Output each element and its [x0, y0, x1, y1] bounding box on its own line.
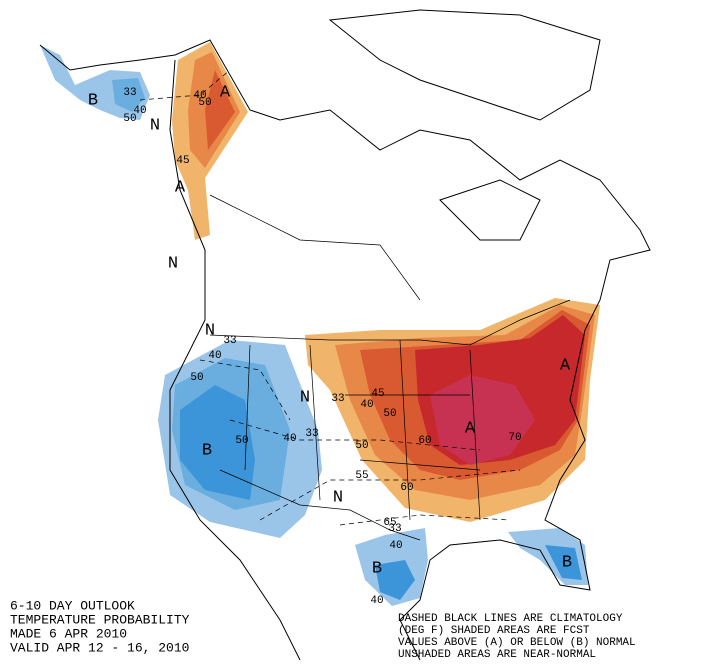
- legend-line: MADE 6 APR 2010: [10, 626, 127, 641]
- climatology: [139, 69, 521, 526]
- category-label: A: [175, 178, 186, 197]
- category-label: A: [220, 83, 231, 102]
- geography: [39, 9, 651, 661]
- category-label: A: [465, 419, 476, 438]
- category-label: N: [150, 116, 160, 135]
- category-label: B: [562, 553, 572, 572]
- contour-label: 50: [123, 113, 136, 125]
- below-area: [545, 545, 582, 580]
- border: [209, 299, 571, 346]
- contour-label: 33: [123, 87, 136, 99]
- contour-label: 40: [133, 105, 146, 117]
- legend-line: VALID APR 12 - 16, 2010: [10, 640, 189, 655]
- shaded-areas: [40, 42, 600, 606]
- category-label: N: [300, 388, 310, 407]
- contour-label: 40: [370, 595, 383, 607]
- below-area: [112, 78, 145, 112]
- contour-label: 50: [198, 97, 211, 109]
- contour-label: 45: [176, 155, 189, 167]
- category-label: B: [88, 91, 98, 110]
- coastline: [439, 179, 541, 241]
- note-line: UNSHADED AREAS ARE NEAR-NORMAL: [398, 649, 596, 661]
- contour-label: 40: [360, 399, 373, 411]
- below-area: [180, 385, 255, 500]
- contour-label: 33: [305, 428, 318, 440]
- note-line: (DEG F) SHADED AREAS ARE FCST: [398, 625, 590, 637]
- contour-label: 33: [331, 393, 344, 405]
- coastline: [39, 39, 651, 661]
- category-label: N: [168, 254, 178, 273]
- contour-label: 60: [418, 435, 431, 447]
- climatology-line: [139, 69, 231, 101]
- note-line: VALUES ABOVE (A) OR BELOW (B) NORMAL: [398, 637, 636, 649]
- climatology-line: [229, 419, 481, 451]
- category-label: A: [560, 356, 571, 375]
- contour-label: 40: [208, 350, 221, 362]
- category-label: B: [202, 441, 212, 460]
- contour-label: 50: [383, 408, 396, 420]
- climatology-line: [199, 359, 291, 421]
- border: [219, 469, 421, 541]
- contour-label: 50: [355, 440, 368, 452]
- contour-label: 50: [190, 372, 203, 384]
- note-line: DASHED BLACK LINES ARE CLIMATOLOGY: [398, 613, 623, 625]
- state-line: [244, 339, 481, 521]
- contour-label: 70: [508, 432, 521, 444]
- contour-label: 40: [193, 90, 206, 102]
- category-label: B: [372, 559, 382, 578]
- below-area: [375, 560, 415, 600]
- contour-label: 50: [235, 435, 248, 447]
- contour-label: 40: [283, 433, 296, 445]
- above-area: [430, 375, 535, 465]
- contour-label: 60: [400, 482, 413, 494]
- category-label: N: [333, 488, 343, 507]
- contour-label: 45: [371, 388, 384, 400]
- coastline: [169, 59, 301, 661]
- legend-line: TEMPERATURE PROBABILITY: [10, 612, 190, 627]
- climatology-line: [259, 469, 521, 521]
- contour-label: 65: [383, 517, 396, 529]
- border: [209, 194, 421, 301]
- contour-label: 33: [223, 335, 236, 347]
- contour-label: 55: [355, 470, 368, 482]
- coastline: [328, 9, 601, 121]
- contour-label: 33: [388, 523, 401, 535]
- above-area: [205, 70, 235, 150]
- contour-label: 40: [389, 540, 402, 552]
- category-label: N: [205, 321, 215, 340]
- legend-line: 6-10 DAY OUTLOOK: [10, 598, 135, 613]
